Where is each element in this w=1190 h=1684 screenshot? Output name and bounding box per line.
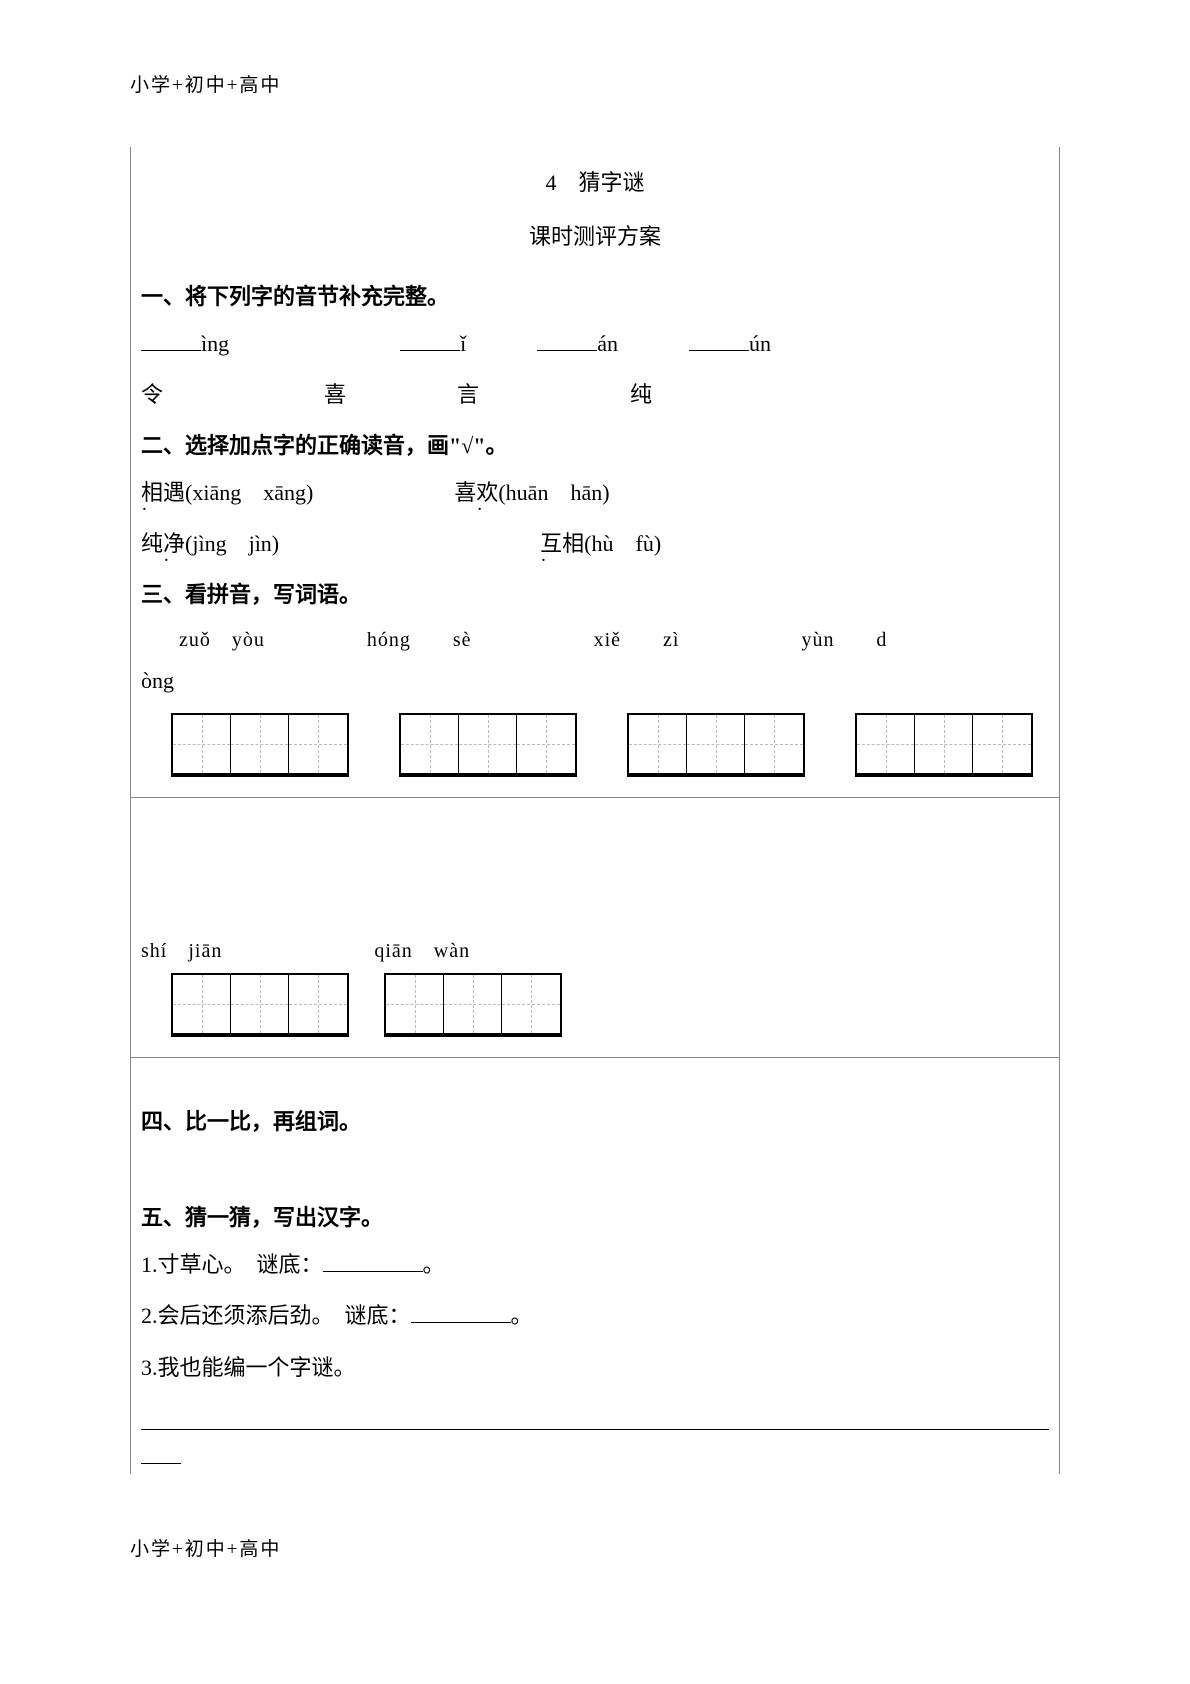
section-1-pinyin-row: ìng ǐ án ún (141, 325, 1049, 362)
blank-input[interactable] (689, 333, 749, 351)
section-2-heading: 二、选择加点字的正确读音，画"√"。 (141, 428, 1049, 460)
section-5-heading: 五、猜一猜，写出汉字。 (141, 1200, 1049, 1232)
pinyin-frag: ún (749, 331, 771, 356)
pinyin-frag: án (597, 331, 618, 356)
char: 纯 (141, 531, 163, 556)
riddle-2: 2.会后还须添后劲。 谜底： 。 (141, 1297, 1049, 1334)
char: 遇 (163, 480, 185, 505)
pinyin-tail: òng (141, 662, 1049, 699)
blank-input[interactable] (323, 1254, 423, 1272)
char: 纯 (630, 382, 652, 407)
pinyin-word: yùn d (801, 629, 887, 651)
pinyin-word: hóng sè (367, 629, 472, 651)
pinyin-options: (xiāng xāng) (185, 480, 313, 505)
pinyin-word: zuǒ yòu (179, 629, 265, 651)
tianzige-box[interactable] (627, 713, 805, 777)
dotted-char: 相 (141, 480, 163, 505)
pinyin-word: shí jiān (141, 940, 222, 962)
lesson-title: 4 猜字谜 (141, 165, 1049, 197)
lesson-number: 4 (545, 170, 556, 195)
blank-input[interactable] (537, 333, 597, 351)
pinyin-options: (hù fù) (584, 531, 661, 556)
pinyin-options: (jìng jìn) (185, 531, 279, 556)
pinyin-word: xiě zì (594, 629, 680, 651)
dotted-char: 互 (540, 531, 562, 556)
writing-line[interactable] (141, 1406, 1049, 1430)
divider (131, 797, 1059, 798)
pinyin-frag: ìng (201, 331, 229, 356)
section-1-char-row: 令 喜 言 纯 (141, 376, 1049, 413)
writing-line-short[interactable] (141, 1440, 181, 1464)
tianzige-box[interactable] (384, 973, 562, 1037)
page-header: 小学+初中+高中 (130, 70, 1060, 97)
blank-input[interactable] (411, 1305, 511, 1323)
section-2-row-2: 纯净(jìng jìn) 互相(hù fù) (141, 525, 1049, 562)
section-1-heading: 一、将下列字的音节补充完整。 (141, 279, 1049, 311)
char: 喜 (454, 480, 476, 505)
divider (131, 1057, 1059, 1058)
riddle-text: 1.寸草心。 谜底： (141, 1252, 323, 1277)
dotted-char: 欢 (476, 480, 498, 505)
tianzige-row-2 (141, 973, 1049, 1037)
section-3-pinyin-row-1: zuǒ yòu hóng sè xiě zì yùn d (141, 623, 1049, 652)
period: 。 (423, 1252, 445, 1277)
char: 言 (457, 382, 479, 407)
tianzige-box[interactable] (855, 713, 1033, 777)
dotted-char: 净 (163, 531, 185, 556)
riddle-1: 1.寸草心。 谜底： 。 (141, 1246, 1049, 1283)
worksheet-frame: 4 猜字谜 课时测评方案 一、将下列字的音节补充完整。 ìng ǐ án ún … (130, 147, 1060, 1474)
char: 喜 (324, 382, 346, 407)
riddle-3: 3.我也能编一个字谜。 (141, 1349, 1049, 1386)
tianzige-box[interactable] (171, 973, 349, 1037)
lesson-subtitle: 课时测评方案 (141, 219, 1049, 251)
tianzige-box[interactable] (399, 713, 577, 777)
period: 。 (511, 1303, 533, 1328)
lesson-name: 猜字谜 (579, 170, 645, 195)
tianzige-row-1 (141, 713, 1049, 777)
section-4-heading: 四、比一比，再组词。 (141, 1104, 1049, 1136)
blank-input[interactable] (141, 333, 201, 351)
section-3-heading: 三、看拼音，写词语。 (141, 577, 1049, 609)
blank-input[interactable] (400, 333, 460, 351)
section-2-row-1: 相遇(xiāng xāng) 喜欢(huān hān) (141, 474, 1049, 511)
page-footer: 小学+初中+高中 (130, 1534, 1060, 1561)
pinyin-word: qiān wàn (374, 940, 470, 962)
pinyin-frag: ǐ (460, 331, 466, 356)
section-3-pinyin-row-2: shí jiān qiān wàn (141, 934, 1049, 963)
tianzige-box[interactable] (171, 713, 349, 777)
char: 令 (141, 382, 163, 407)
char: 相 (562, 531, 584, 556)
pinyin-options: (huān hān) (498, 480, 609, 505)
riddle-text: 2.会后还须添后劲。 谜底： (141, 1303, 411, 1328)
